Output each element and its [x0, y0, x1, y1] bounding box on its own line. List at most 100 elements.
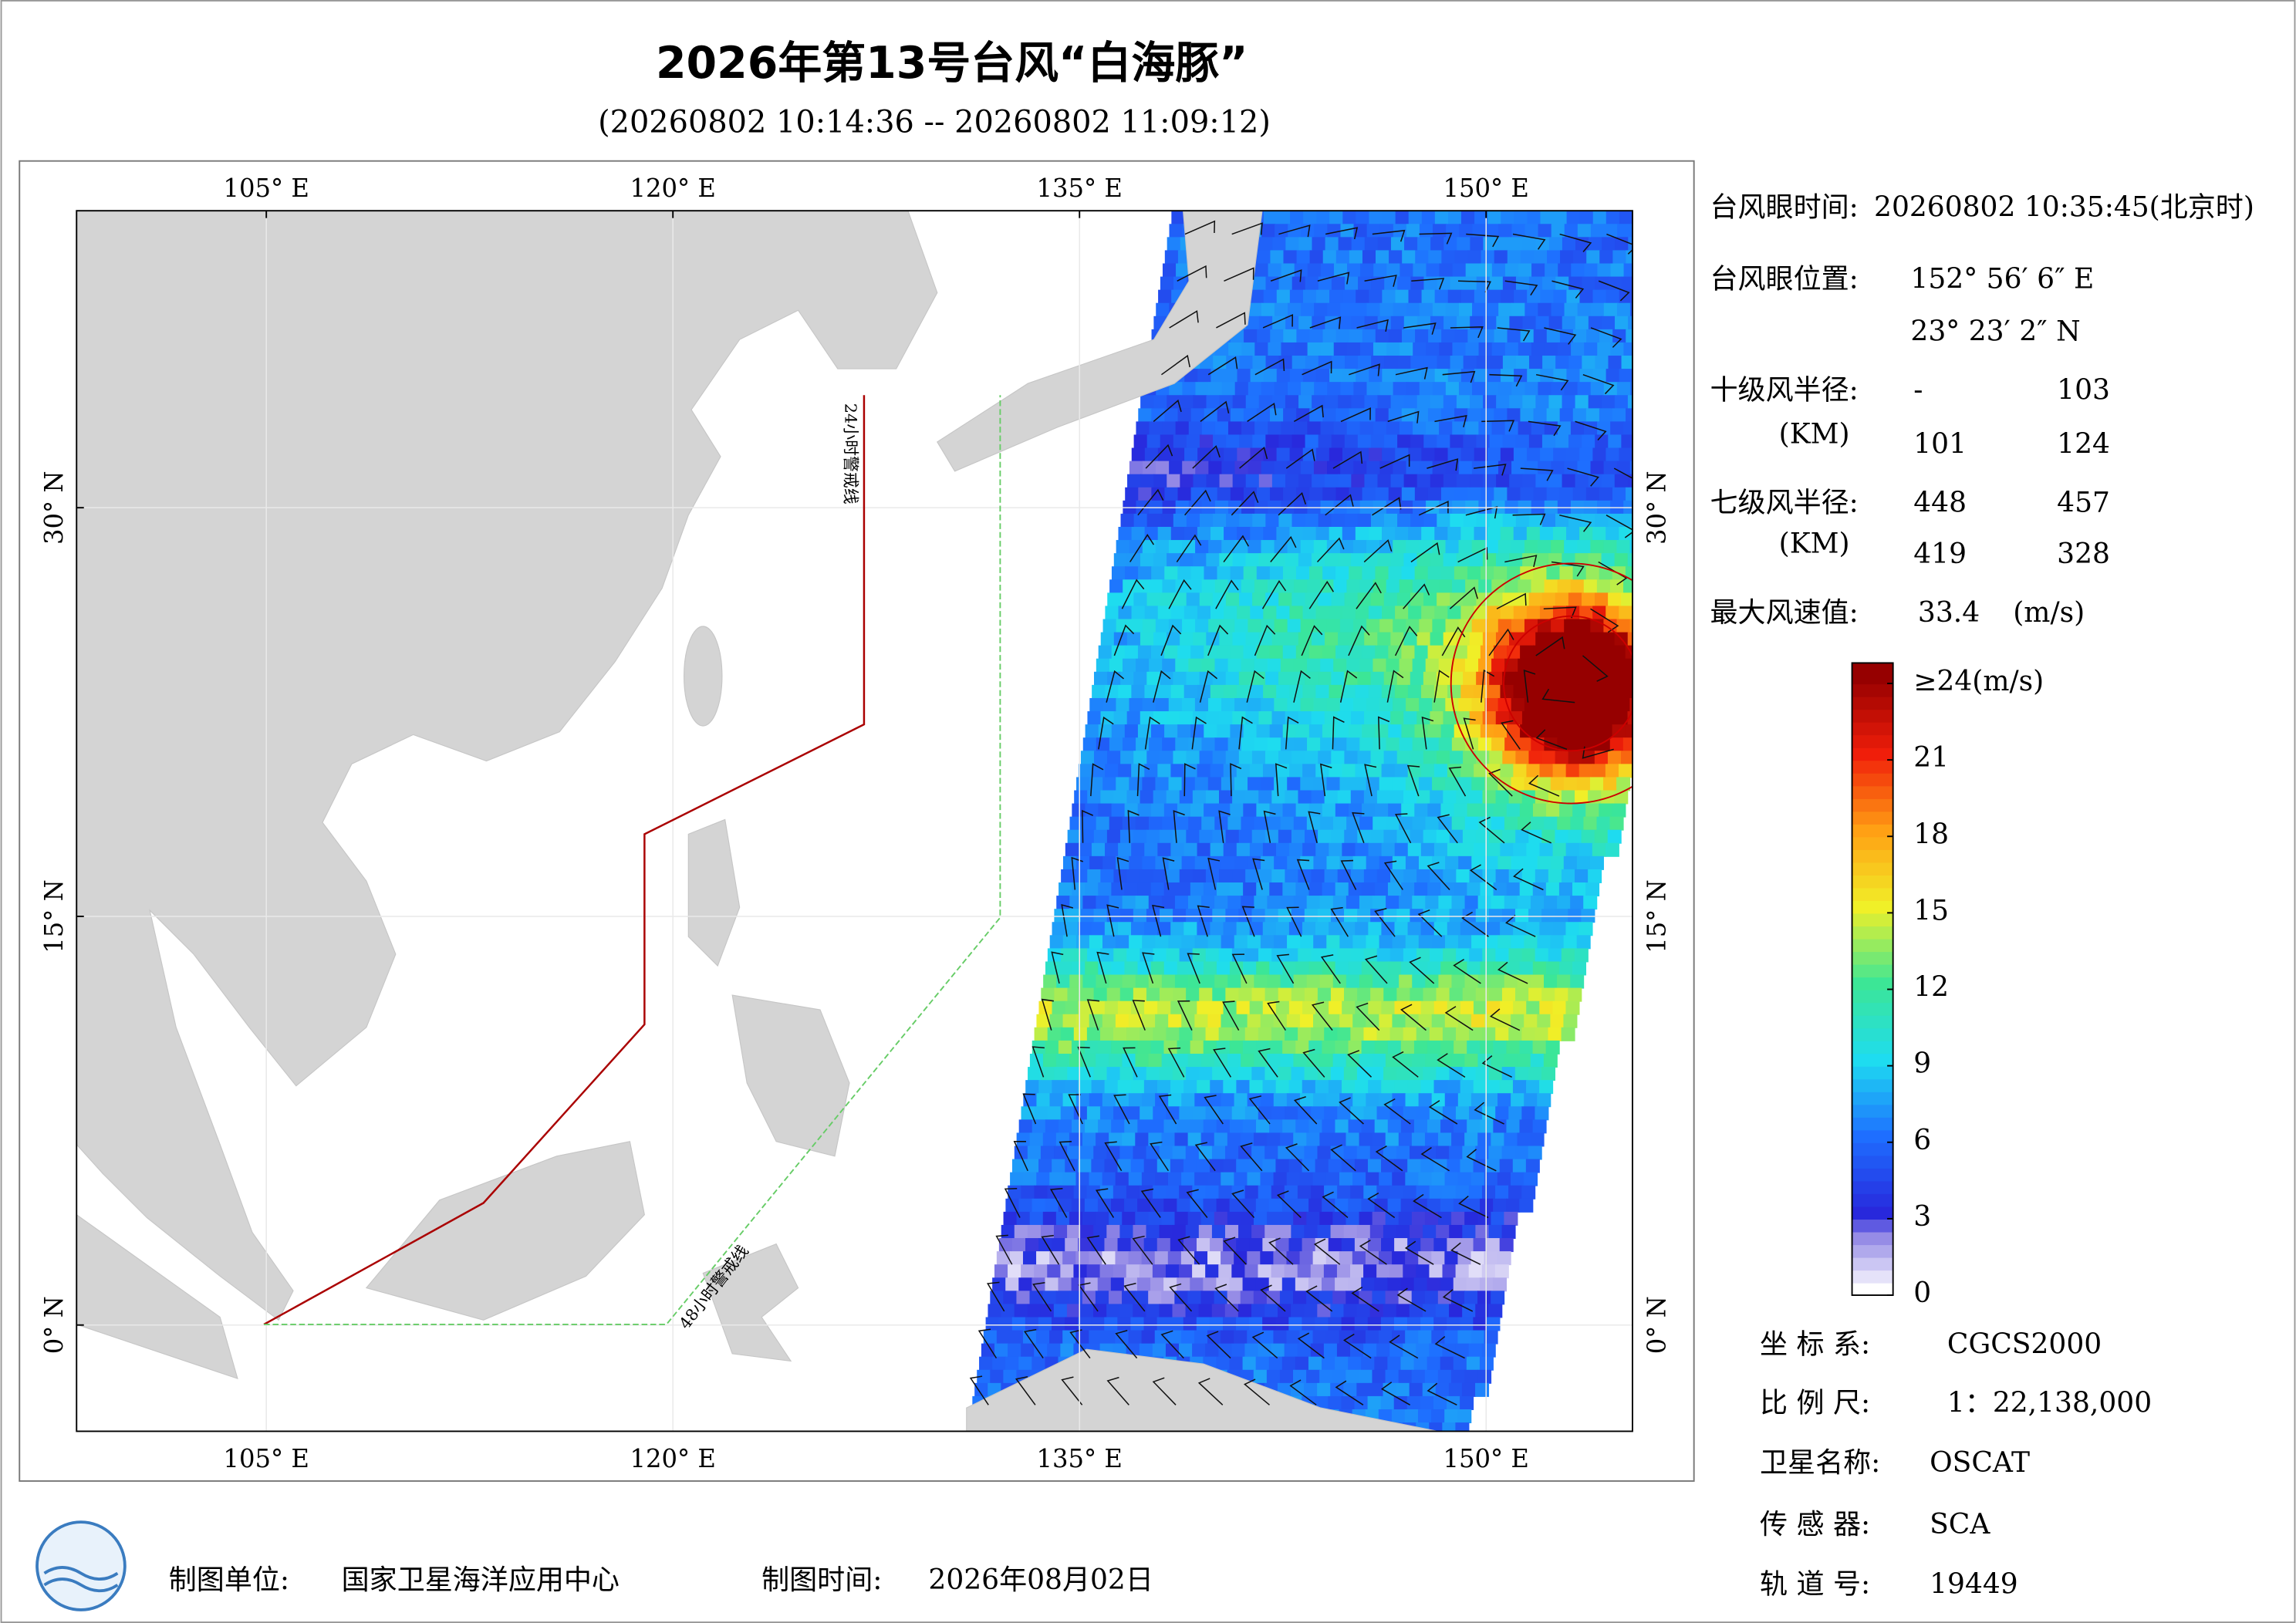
wind-cell: [1501, 1067, 1516, 1081]
wind-cell: [1260, 1172, 1275, 1186]
wind-cell: [1238, 751, 1253, 765]
wind-cell: [1231, 1343, 1246, 1358]
wind-cell: [1148, 896, 1163, 910]
wind-cell: [1278, 513, 1293, 528]
wind-cell: [1471, 935, 1486, 950]
wind-cell: [1224, 1304, 1239, 1318]
wind-cell: [1100, 948, 1115, 963]
wind-barb: [1231, 953, 1248, 984]
wind-cell: [1418, 1409, 1433, 1424]
wind-cell: [1227, 1132, 1241, 1147]
wind-cell: [1100, 711, 1115, 726]
wind-cell: [1098, 645, 1113, 660]
wind-cell: [1113, 948, 1128, 963]
wind-cell: [1329, 447, 1343, 462]
wind-cell: [1335, 250, 1350, 265]
wind-cell: [1119, 829, 1134, 844]
wind-cell: [1386, 421, 1400, 436]
wind-cell: [1304, 1146, 1319, 1160]
wind-cell: [1467, 329, 1482, 343]
wind-cell: [1146, 592, 1161, 607]
wind-cell: [1315, 1080, 1329, 1095]
wind-cell: [1197, 922, 1211, 936]
wind-cell: [1242, 1277, 1257, 1292]
wind-barb: [1061, 1376, 1083, 1405]
wind-cell: [1568, 513, 1583, 528]
wind-cell: [1079, 1304, 1094, 1318]
wind-cell: [1160, 434, 1174, 449]
wind-cell: [1363, 790, 1378, 805]
wind-cell: [1339, 1251, 1353, 1266]
wind-cell: [1531, 658, 1545, 673]
wind-cell: [1336, 1264, 1351, 1279]
wind-cell: [1432, 461, 1447, 475]
wind-cell: [1167, 237, 1181, 251]
lon-tick-label: 120° E: [630, 174, 715, 203]
wind-cell: [1418, 1251, 1433, 1266]
wind-cell: [1082, 1132, 1097, 1147]
wind-cell: [1155, 935, 1170, 950]
wind-cell: [1262, 1080, 1277, 1095]
wind-cell: [1450, 276, 1464, 291]
wind-cell: [1301, 302, 1315, 317]
wind-cell: [1049, 1251, 1064, 1266]
wind-cell: [1052, 1080, 1066, 1095]
wind-cell: [1324, 790, 1339, 805]
wind-barb: [1488, 628, 1514, 656]
wind-cell: [1128, 1014, 1143, 1028]
wind-cell: [1483, 237, 1497, 251]
wind-cell: [1620, 751, 1633, 765]
wind-cell: [1065, 1238, 1079, 1253]
wind-cell: [1375, 645, 1389, 660]
wind-cell: [1481, 1185, 1496, 1200]
wind-cell: [1453, 1356, 1467, 1371]
wind-cell: [1116, 777, 1130, 791]
wind-cell: [1400, 263, 1414, 278]
wind-cell: [1159, 909, 1174, 923]
wind-cell: [1500, 842, 1514, 857]
wind-cell: [1602, 237, 1616, 251]
wind-cell: [1104, 1159, 1119, 1173]
wind-cell: [1421, 684, 1436, 699]
wind-cell: [1251, 1224, 1266, 1239]
wind-cell: [1359, 342, 1374, 356]
wind-barb: [1177, 1236, 1200, 1265]
wind-cell: [1566, 447, 1581, 462]
wind-cell: [1245, 869, 1260, 883]
wind-cell: [1481, 1343, 1496, 1358]
wind-cell: [1096, 1053, 1110, 1068]
wind-cell: [1504, 579, 1519, 594]
wind-cell: [1144, 922, 1159, 936]
wind-cell: [1349, 487, 1363, 501]
wind-cell: [1399, 579, 1413, 594]
wind-cell: [1400, 1198, 1415, 1213]
wind-cell: [1315, 684, 1330, 699]
wind-barb: [1183, 763, 1196, 797]
warning-line-48h: [264, 395, 1001, 1325]
wind-cell: [1362, 487, 1376, 501]
wind-cell: [1197, 1080, 1211, 1095]
wind-cell: [1330, 1146, 1345, 1160]
wind-barb: [1197, 905, 1210, 937]
wind-cell: [1289, 447, 1304, 462]
wind-cell: [1487, 606, 1501, 620]
wind-cell: [1483, 474, 1497, 488]
wind-cell: [1601, 395, 1616, 410]
wind-cell: [1414, 645, 1429, 660]
wind-cell: [1524, 461, 1539, 475]
wind-cell: [1283, 329, 1298, 343]
date-label: 制图时间:: [761, 1564, 882, 1596]
wind-cell: [1529, 356, 1544, 370]
wind-cell: [1513, 526, 1528, 542]
wind-cell: [1514, 1067, 1529, 1081]
wind-cell: [1463, 592, 1477, 607]
wind-cell: [1366, 382, 1381, 396]
wind-cell: [1526, 764, 1541, 778]
wind-barb: [1123, 1047, 1138, 1078]
colorbar-swatch: [1852, 887, 1893, 901]
wind-cell: [1329, 606, 1343, 620]
wind-cell: [1056, 896, 1071, 910]
wind-cell: [1241, 658, 1255, 673]
wind-cell: [1258, 711, 1273, 726]
wind-cell: [1238, 671, 1253, 686]
